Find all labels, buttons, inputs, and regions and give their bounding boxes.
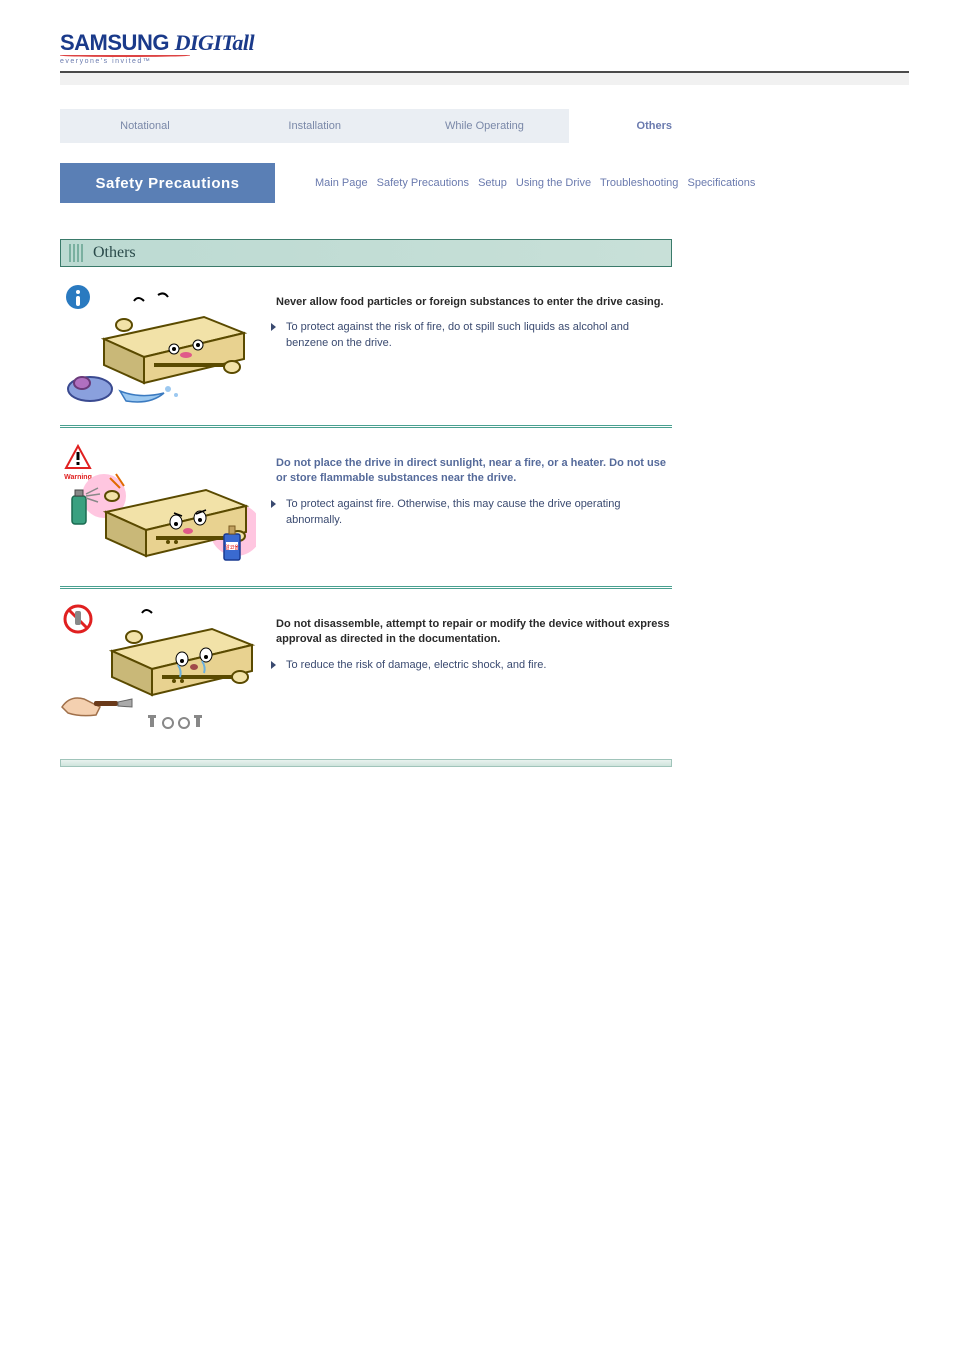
crumb-specs[interactable]: Specifications [687,177,755,189]
tab-label: Installation [288,120,341,132]
illustration-food-spill [60,281,256,411]
crumb-using[interactable]: Using the Drive [516,177,591,189]
item-sub: To reduce the risk of damage, electric s… [276,658,672,674]
item-sub-text: To protect against fire. Otherwise, this… [286,497,672,529]
header-rule [60,71,909,85]
tab-label: While Operating [445,120,524,132]
warning-item: Warning [60,428,672,572]
tab-notational[interactable]: Notational [60,109,230,143]
crumb-safety[interactable]: Safety Precautions [377,177,469,189]
item-title: Do not disassemble, attempt to repair or… [276,617,672,648]
crumb-main[interactable]: Main Page [315,177,368,189]
svg-text:Warning: Warning [64,474,92,481]
section-badge: Safety Precautions [60,163,275,203]
crumb-setup[interactable]: Setup [478,177,507,189]
bullet-arrow-icon [270,497,280,508]
brand-text-b: DIGITall [175,30,255,55]
tab-label: Others [637,120,672,132]
crumb-trouble[interactable]: Troubleshooting [600,177,678,189]
svg-text:알코올: 알코올 [225,544,239,551]
brand-text-a: SAMSUNG [60,30,169,55]
subsection-title: Others [93,244,136,262]
brand-tagline: everyone's invited™ [60,58,909,65]
illustration-no-disassemble [60,603,256,733]
bullet-arrow-icon [270,320,280,331]
tab-installation[interactable]: Installation [230,109,400,143]
bullet-arrow-icon [270,658,280,669]
warning-item: Do not disassemble, attempt to repair or… [60,589,672,733]
tab-bar: Notational Installation While Operating … [60,109,909,143]
item-sub-text: To reduce the risk of damage, electric s… [286,658,546,674]
tab-while-operating[interactable]: While Operating [400,109,570,143]
breadcrumb: Main Page Safety Precautions Setup Using… [275,177,909,189]
item-sub: To protect against the risk of fire, do … [276,320,672,352]
tab-label: Notational [120,120,170,132]
warning-item: Never allow food particles or foreign su… [60,267,672,411]
item-title: Never allow food particles or foreign su… [276,295,672,310]
section-end-bar [60,759,672,767]
section-title: Safety Precautions [95,175,239,192]
tab-others-active[interactable]: Others [569,109,739,143]
subsection-header: Others [60,239,672,267]
illustration-flammable: Warning [60,442,256,572]
header-stripes-icon [69,244,83,262]
item-sub: To protect against fire. Otherwise, this… [276,497,672,529]
item-title: Do not place the drive in direct sunligh… [276,456,672,487]
item-sub-text: To protect against the risk of fire, do … [286,320,672,352]
tab-spacer [739,109,909,143]
brand-logo: SAMSUNG DIGITall everyone's invited™ [60,30,909,65]
